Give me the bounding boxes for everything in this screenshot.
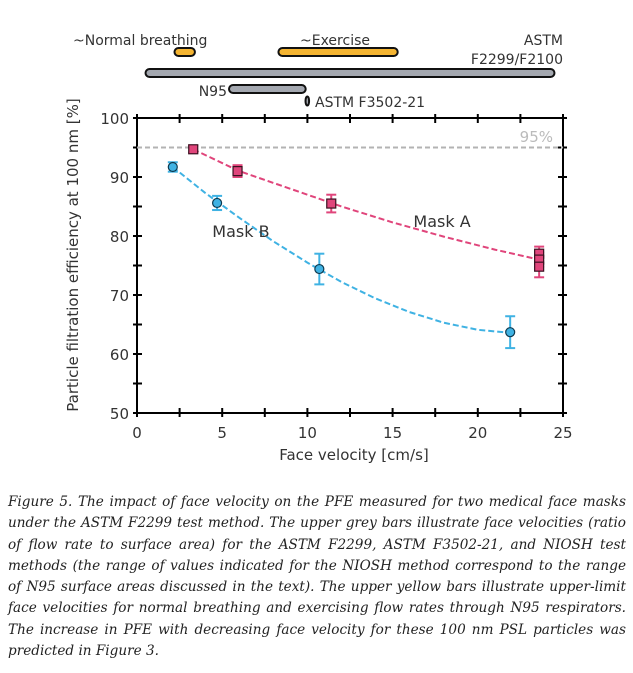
x-tick-label: 10 — [298, 424, 317, 442]
axis-tick-labels: 0 5 10 15 20 25 50 60 70 80 90 100 — [100, 110, 572, 442]
fit-curve-mask-b — [172, 166, 511, 334]
x-axis-title: Face velocity [cm/s] — [279, 446, 429, 464]
y-tick-label: 100 — [100, 110, 129, 128]
mask-b-annotation: Mask B — [212, 222, 269, 241]
range-bar — [228, 84, 307, 94]
pfe-chart: ~Normal breathing ~Exercise ASTM F2299/F… — [64, 33, 573, 464]
exercise-label: ~Exercise — [300, 33, 370, 49]
range-bars — [144, 47, 556, 107]
astm-f2299-label-line2: F2299/F2100 — [471, 52, 563, 68]
n95-label: N95 — [199, 84, 227, 100]
data-markers — [167, 144, 545, 338]
marker-mask-a — [232, 166, 243, 177]
marker-mask-b — [167, 161, 178, 173]
marker-mask-a — [188, 144, 199, 155]
x-tick-label: 5 — [217, 424, 227, 442]
reference-line-label: 95% — [520, 128, 553, 146]
range-bar — [277, 47, 399, 57]
marker-mask-b — [211, 197, 223, 209]
x-tick-label: 0 — [132, 424, 142, 442]
mask-a-annotation: Mask A — [413, 212, 470, 231]
y-axis-title: Particle filtration efficiency at 100 nm… — [64, 98, 82, 411]
marker-mask-b — [314, 263, 325, 275]
range-bar — [304, 95, 311, 107]
y-tick-label: 60 — [110, 346, 129, 364]
range-bar — [173, 47, 196, 57]
astm-f2299-label-line1: ASTM — [524, 33, 563, 49]
y-tick-label: 90 — [110, 169, 129, 187]
fit-curves — [172, 148, 540, 334]
figure-caption: Figure 5. The impact of face velocity on… — [8, 494, 626, 660]
marker-mask-a — [534, 261, 545, 272]
normal-breathing-label: ~Normal breathing — [73, 33, 207, 49]
x-tick-label: 25 — [553, 424, 572, 442]
y-tick-label: 70 — [110, 287, 129, 305]
y-tick-label: 80 — [110, 228, 129, 246]
plot-frame — [136, 117, 564, 414]
x-tick-label: 20 — [468, 424, 487, 442]
astm-f3502-label: ASTM F3502-21 — [315, 95, 425, 111]
fit-curve-mask-a — [192, 148, 540, 261]
x-tick-label: 15 — [383, 424, 402, 442]
marker-mask-b — [505, 327, 516, 338]
y-tick-label: 50 — [110, 405, 129, 423]
marker-mask-a — [326, 198, 337, 209]
axis-ticks — [133, 114, 567, 417]
range-bar — [144, 68, 556, 78]
